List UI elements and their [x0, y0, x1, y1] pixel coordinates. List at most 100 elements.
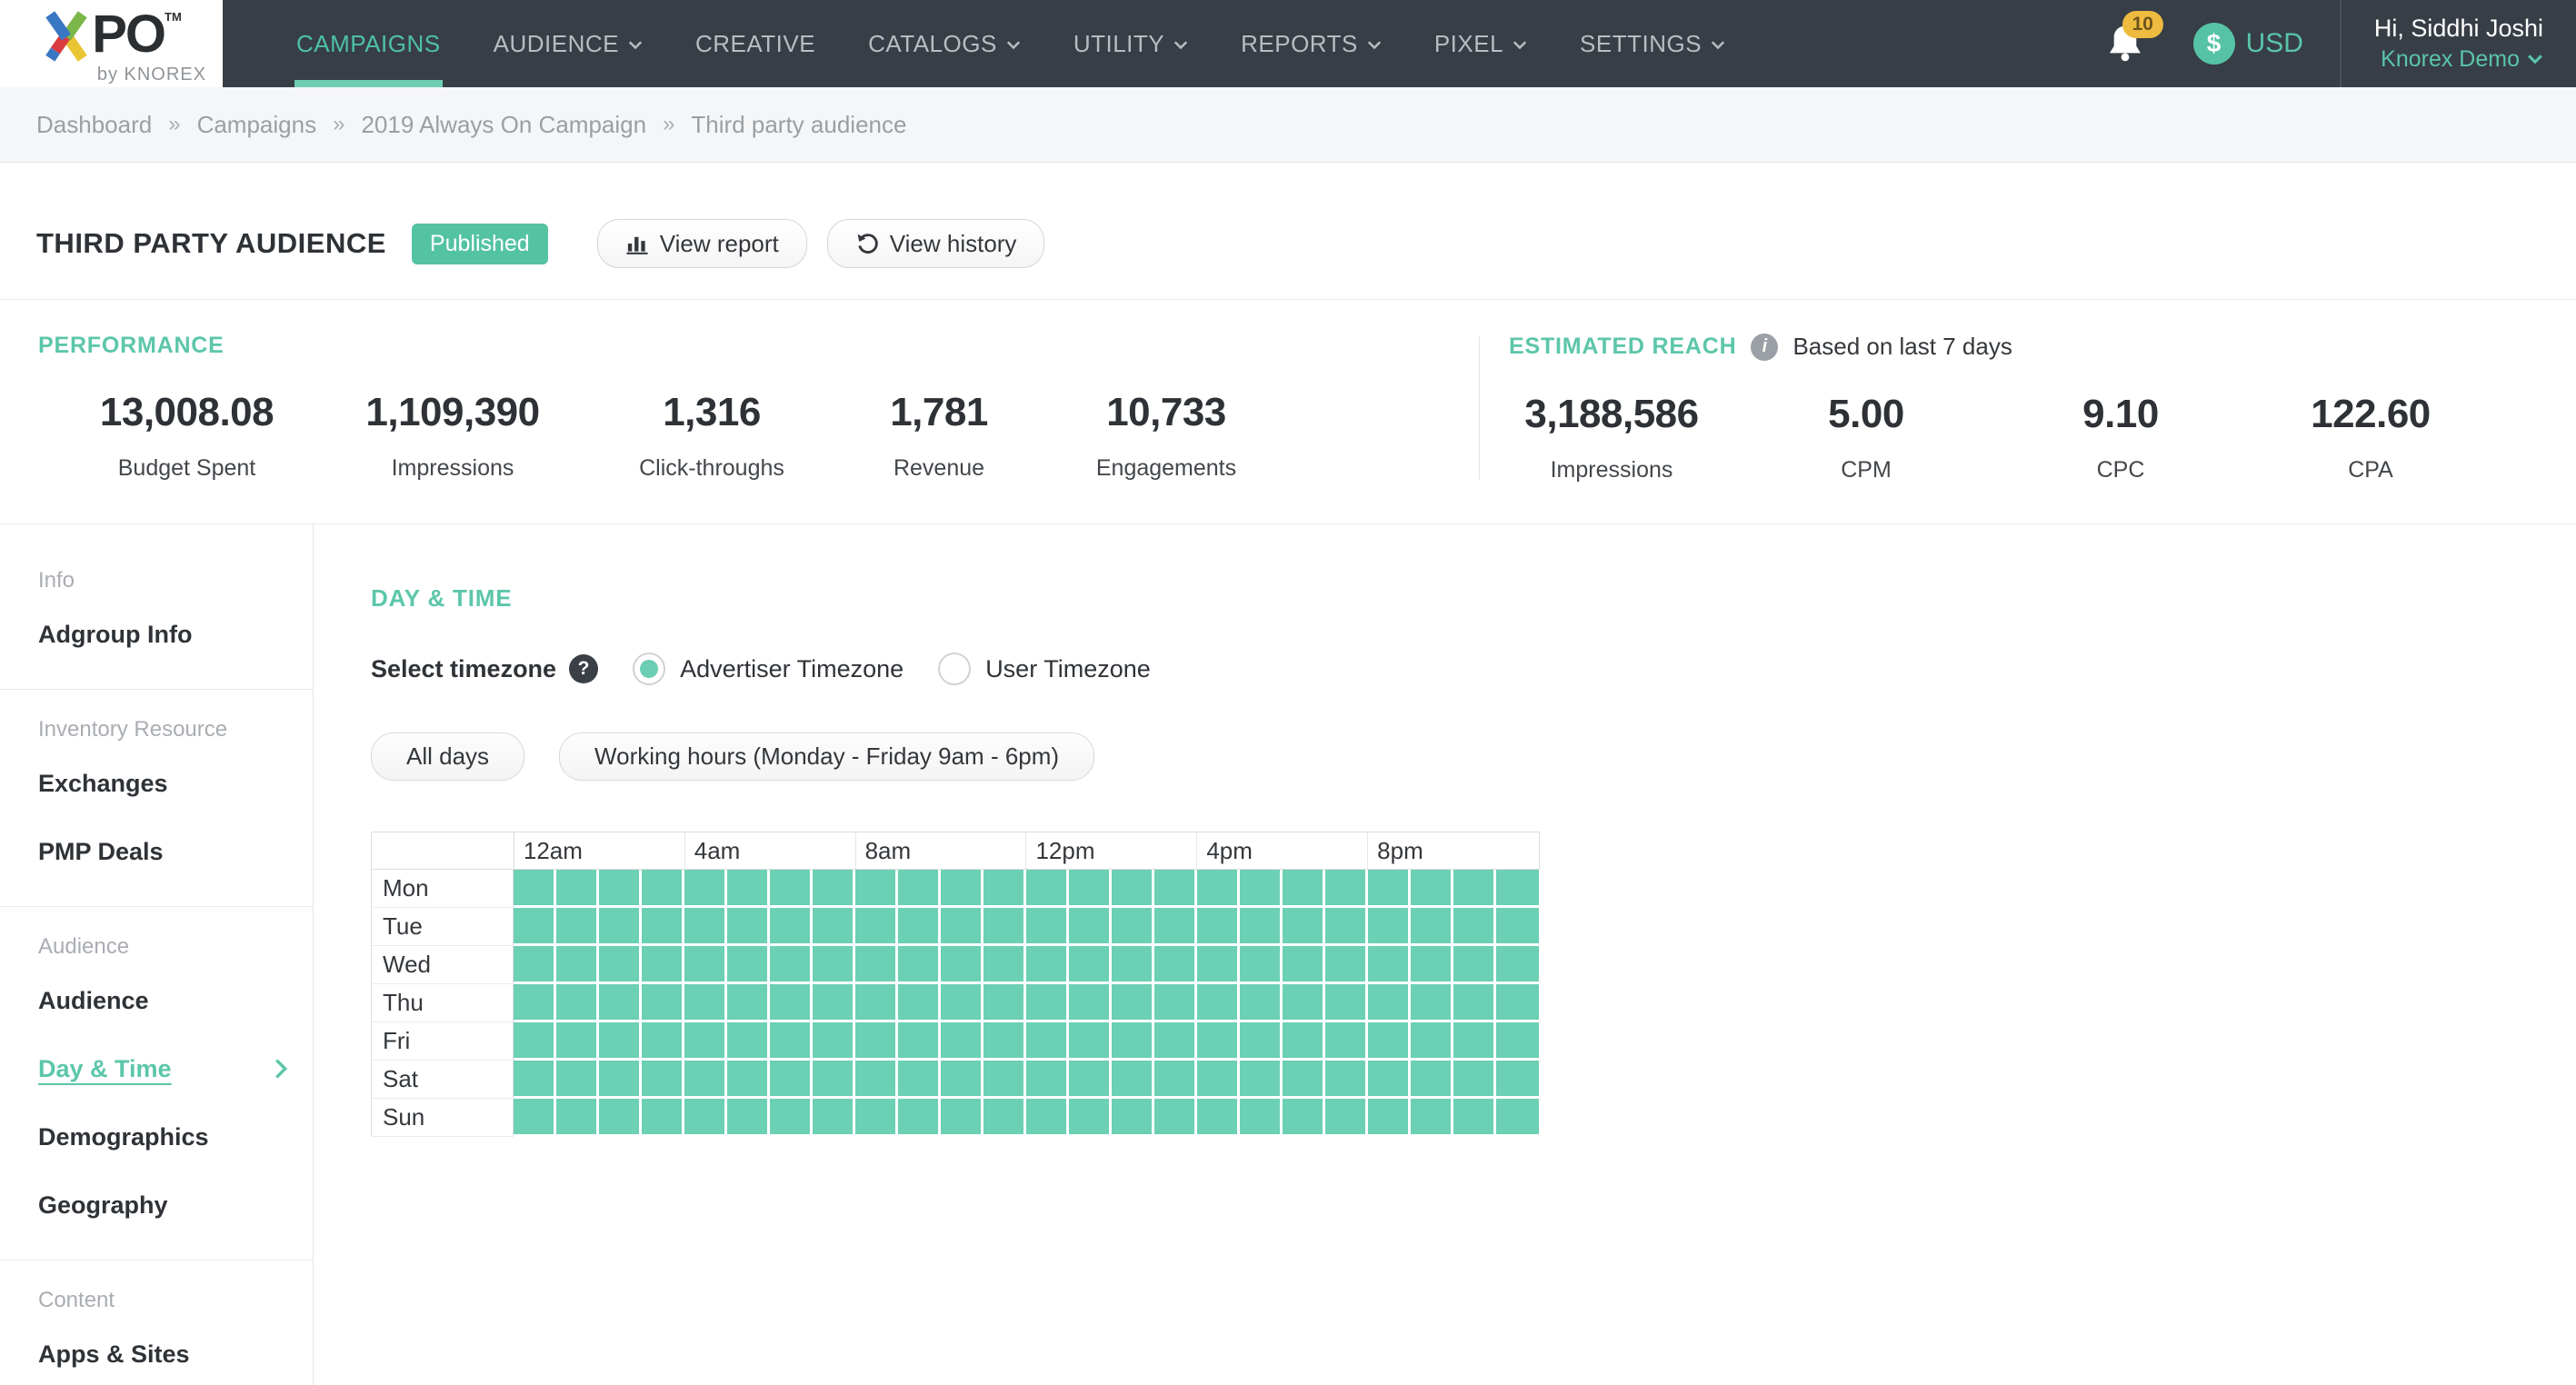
user-menu[interactable]: Hi, Siddhi Joshi Knorex Demo [2374, 15, 2558, 73]
hour-cell-thu-3[interactable] [642, 984, 684, 1022]
hour-cell-tue-20[interactable] [1368, 908, 1411, 946]
hour-cell-sun-21[interactable] [1411, 1099, 1453, 1137]
hour-cell-thu-1[interactable] [556, 984, 599, 1022]
hour-cell-mon-9[interactable] [898, 870, 941, 908]
hour-cell-mon-7[interactable] [813, 870, 855, 908]
hour-cell-mon-10[interactable] [941, 870, 983, 908]
hour-cell-wed-6[interactable] [770, 946, 813, 984]
hour-cell-tue-17[interactable] [1240, 908, 1283, 946]
hour-cell-mon-5[interactable] [727, 870, 770, 908]
hour-cell-fri-0[interactable] [514, 1022, 556, 1061]
hour-cell-thu-12[interactable] [1026, 984, 1069, 1022]
hour-cell-fri-14[interactable] [1112, 1022, 1154, 1061]
hour-cell-mon-2[interactable] [599, 870, 642, 908]
hour-cell-wed-11[interactable] [983, 946, 1026, 984]
hour-cell-wed-13[interactable] [1069, 946, 1112, 984]
hour-cell-mon-4[interactable] [684, 870, 727, 908]
hour-cell-sat-17[interactable] [1240, 1061, 1283, 1099]
hour-cell-fri-21[interactable] [1411, 1022, 1453, 1061]
hour-cell-tue-8[interactable] [855, 908, 898, 946]
info-icon[interactable]: i [1751, 333, 1779, 361]
hour-cell-fri-18[interactable] [1283, 1022, 1325, 1061]
hour-cell-sat-22[interactable] [1453, 1061, 1496, 1099]
hour-cell-tue-5[interactable] [727, 908, 770, 946]
hour-cell-tue-14[interactable] [1112, 908, 1154, 946]
hour-cell-sat-19[interactable] [1325, 1061, 1368, 1099]
hour-cell-sat-14[interactable] [1112, 1061, 1154, 1099]
help-icon[interactable]: ? [569, 654, 599, 683]
hour-cell-thu-23[interactable] [1496, 984, 1539, 1022]
notifications-button[interactable]: 10 [2106, 11, 2163, 64]
hour-cell-thu-8[interactable] [855, 984, 898, 1022]
hour-cell-mon-8[interactable] [855, 870, 898, 908]
hour-cell-mon-3[interactable] [642, 870, 684, 908]
hour-cell-sun-1[interactable] [556, 1099, 599, 1137]
sidebar-item-pmp-deals[interactable]: PMP Deals [38, 838, 164, 865]
hour-cell-thu-5[interactable] [727, 984, 770, 1022]
hour-cell-wed-5[interactable] [727, 946, 770, 984]
hour-cell-sat-1[interactable] [556, 1061, 599, 1099]
hour-cell-wed-20[interactable] [1368, 946, 1411, 984]
hour-cell-fri-2[interactable] [599, 1022, 642, 1061]
radio-user-timezone[interactable]: User Timezone [938, 653, 1151, 685]
hour-cell-wed-3[interactable] [642, 946, 684, 984]
hour-cell-fri-10[interactable] [941, 1022, 983, 1061]
hour-cell-tue-2[interactable] [599, 908, 642, 946]
hour-cell-tue-19[interactable] [1325, 908, 1368, 946]
hour-cell-tue-9[interactable] [898, 908, 941, 946]
hour-cell-thu-17[interactable] [1240, 984, 1283, 1022]
hour-cell-fri-15[interactable] [1154, 1022, 1197, 1061]
hour-cell-mon-1[interactable] [556, 870, 599, 908]
hour-cell-sun-20[interactable] [1368, 1099, 1411, 1137]
hour-cell-sun-6[interactable] [770, 1099, 813, 1137]
nav-item-creative[interactable]: CREATIVE [694, 29, 816, 57]
hour-cell-thu-7[interactable] [813, 984, 855, 1022]
nav-item-settings[interactable]: SETTINGS [1553, 0, 1752, 87]
hour-cell-sun-16[interactable] [1197, 1099, 1240, 1137]
hour-cell-wed-17[interactable] [1240, 946, 1283, 984]
hour-cell-sat-10[interactable] [941, 1061, 983, 1099]
hour-cell-thu-21[interactable] [1411, 984, 1453, 1022]
hour-cell-tue-23[interactable] [1496, 908, 1539, 946]
view-report-button[interactable]: View report [596, 219, 807, 268]
hour-cell-sat-5[interactable] [727, 1061, 770, 1099]
hour-cell-tue-21[interactable] [1411, 908, 1453, 946]
hour-cell-tue-13[interactable] [1069, 908, 1112, 946]
hour-cell-fri-20[interactable] [1368, 1022, 1411, 1061]
hour-cell-wed-7[interactable] [813, 946, 855, 984]
hour-cell-fri-17[interactable] [1240, 1022, 1283, 1061]
hour-cell-mon-18[interactable] [1283, 870, 1325, 908]
hour-cell-sat-7[interactable] [813, 1061, 855, 1099]
hour-cell-sun-23[interactable] [1496, 1099, 1539, 1137]
hour-cell-wed-14[interactable] [1112, 946, 1154, 984]
breadcrumb-campaign-name[interactable]: 2019 Always On Campaign [361, 110, 647, 138]
view-history-button[interactable]: View history [826, 219, 1045, 268]
hour-cell-sun-0[interactable] [514, 1099, 556, 1137]
hour-cell-sun-12[interactable] [1026, 1099, 1069, 1137]
hour-cell-sun-8[interactable] [855, 1099, 898, 1137]
hour-cell-fri-22[interactable] [1453, 1022, 1496, 1061]
hour-cell-sun-4[interactable] [684, 1099, 727, 1137]
hour-cell-wed-4[interactable] [684, 946, 727, 984]
hour-cell-fri-5[interactable] [727, 1022, 770, 1061]
hour-cell-mon-11[interactable] [983, 870, 1026, 908]
hour-cell-tue-3[interactable] [642, 908, 684, 946]
nav-item-catalogs[interactable]: CATALOGS [842, 0, 1047, 87]
hour-cell-fri-4[interactable] [684, 1022, 727, 1061]
sidebar-item-apps-sites[interactable]: Apps & Sites [38, 1340, 190, 1368]
nav-item-campaigns[interactable]: CAMPAIGNS [270, 0, 467, 87]
hour-cell-thu-18[interactable] [1283, 984, 1325, 1022]
hour-cell-mon-17[interactable] [1240, 870, 1283, 908]
hour-cell-sat-13[interactable] [1069, 1061, 1112, 1099]
hour-cell-mon-13[interactable] [1069, 870, 1112, 908]
hour-cell-wed-8[interactable] [855, 946, 898, 984]
hour-cell-fri-6[interactable] [770, 1022, 813, 1061]
hour-cell-tue-22[interactable] [1453, 908, 1496, 946]
hour-cell-mon-15[interactable] [1154, 870, 1197, 908]
working-hours-button[interactable]: Working hours (Monday - Friday 9am - 6pm… [559, 732, 1095, 781]
hour-cell-sat-23[interactable] [1496, 1061, 1539, 1099]
hour-cell-mon-6[interactable] [770, 870, 813, 908]
hour-cell-thu-6[interactable] [770, 984, 813, 1022]
hour-cell-wed-15[interactable] [1154, 946, 1197, 984]
hour-cell-mon-20[interactable] [1368, 870, 1411, 908]
